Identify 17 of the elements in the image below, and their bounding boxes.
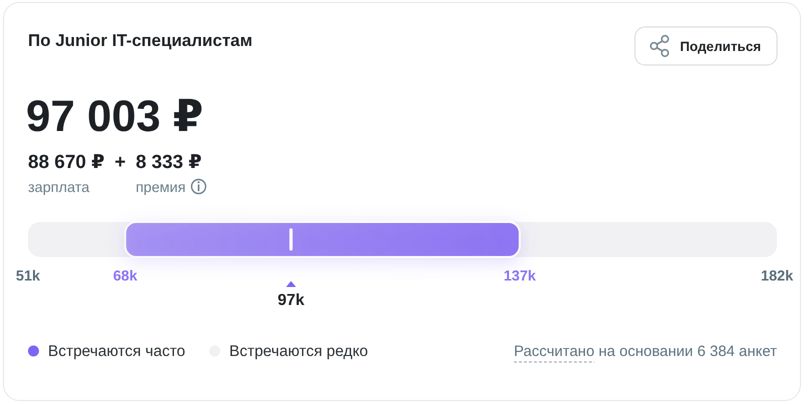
text: зарплата [28, 180, 90, 196]
text: 88 670 ₽ [28, 152, 105, 173]
share-button[interactable] [634, 26, 778, 66]
x-tick-label: 68k [113, 268, 138, 284]
ref-line-label: 97k [278, 292, 304, 309]
text: Рассчитано на основании 6 384 анкет [514, 343, 778, 360]
text: 97 003 ₽ [26, 92, 204, 141]
text: Поделиться [680, 39, 762, 54]
chart-title: По Junior IT-специалистам [28, 31, 252, 50]
text: 8 333 ₽ [136, 152, 202, 173]
x-tick-label: 51k [16, 268, 42, 284]
text: премия [136, 180, 186, 196]
legend-label: Встречаются редко [229, 343, 368, 360]
text: + [114, 152, 126, 173]
x-tick-label: 182k [760, 268, 794, 284]
legend-label: Встречаются часто [48, 343, 186, 360]
x-tick-label: 137k [504, 268, 537, 284]
